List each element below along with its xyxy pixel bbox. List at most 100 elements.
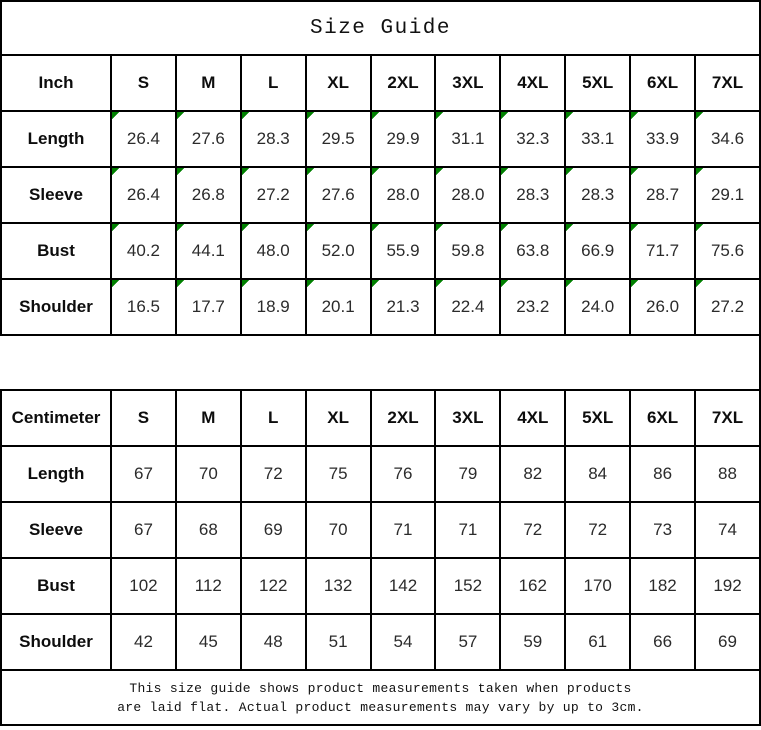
cell-flag-triangle-icon bbox=[112, 225, 119, 231]
cell-flag-triangle-icon bbox=[502, 225, 509, 231]
value-cell-text: 72 bbox=[588, 520, 608, 539]
row-label-cell-text: Sleeve bbox=[29, 520, 83, 539]
value-cell-text: 34.6 bbox=[710, 129, 745, 148]
size-header-cell: 6XL bbox=[629, 389, 697, 447]
value-cell: 27.2 bbox=[239, 166, 307, 224]
row-label-cell: Sleeve bbox=[0, 501, 112, 559]
row-label-cell-text: Sleeve bbox=[29, 185, 83, 204]
value-cell-text: 88 bbox=[718, 464, 737, 483]
value-cell-text: 122 bbox=[259, 576, 288, 595]
value-cell: 66.9 bbox=[564, 222, 632, 280]
page-title: Size Guide bbox=[0, 0, 761, 56]
value-cell: 27.2 bbox=[694, 278, 761, 336]
value-cell: 48 bbox=[239, 613, 307, 671]
value-cell: 69 bbox=[239, 501, 307, 559]
size-header-cell: XL bbox=[304, 389, 372, 447]
value-cell-text: 82 bbox=[523, 464, 543, 483]
value-cell-text: 152 bbox=[453, 576, 483, 595]
value-cell: 86 bbox=[629, 445, 697, 503]
value-cell: 79 bbox=[434, 445, 502, 503]
size-header-cell-text: 2XL bbox=[387, 73, 419, 92]
value-cell: 24.0 bbox=[564, 278, 632, 336]
cell-flag-triangle-icon bbox=[112, 113, 119, 119]
cell-flag-triangle-icon bbox=[177, 169, 184, 175]
cell-flag-triangle-icon bbox=[307, 169, 314, 175]
row-label-cell-text: Shoulder bbox=[19, 297, 93, 316]
value-cell-text: 162 bbox=[518, 576, 547, 595]
value-cell: 74 bbox=[694, 501, 761, 559]
value-cell: 17.7 bbox=[174, 278, 242, 336]
cell-flag-triangle-icon bbox=[307, 281, 314, 287]
cell-flag-triangle-icon bbox=[242, 113, 249, 119]
unit-header-cell: Centimeter bbox=[0, 389, 112, 447]
value-cell: 182 bbox=[629, 557, 697, 615]
size-header-cell-text: S bbox=[137, 408, 150, 427]
value-cell-text: 102 bbox=[129, 576, 158, 595]
value-cell: 72 bbox=[239, 445, 307, 503]
size-header-cell: 5XL bbox=[564, 389, 632, 447]
cell-flag-triangle-icon bbox=[437, 225, 444, 231]
value-cell: 72 bbox=[499, 501, 567, 559]
cell-flag-triangle-icon bbox=[632, 169, 639, 175]
value-cell: 71 bbox=[369, 501, 437, 559]
row-label-cell: Length bbox=[0, 445, 112, 503]
size-header-cell: XL bbox=[304, 54, 372, 112]
size-header-cell-text: 4XL bbox=[517, 73, 549, 92]
row-label-cell: Sleeve bbox=[0, 166, 112, 224]
cell-flag-triangle-icon bbox=[567, 169, 574, 175]
value-cell: 28.3 bbox=[564, 166, 632, 224]
value-cell-text: 70 bbox=[328, 520, 348, 539]
value-cell-text: 26.4 bbox=[126, 129, 160, 148]
value-cell-text: 86 bbox=[653, 464, 673, 483]
value-cell-text: 72 bbox=[263, 464, 283, 483]
cell-flag-triangle-icon bbox=[632, 281, 639, 287]
value-cell-text: 55.9 bbox=[386, 241, 420, 260]
value-cell-text: 28.3 bbox=[516, 185, 550, 204]
value-cell: 57 bbox=[434, 613, 502, 671]
value-cell: 71.7 bbox=[629, 222, 697, 280]
row-label-cell: Bust bbox=[0, 557, 112, 615]
value-cell-text: 71.7 bbox=[646, 241, 680, 260]
value-cell-text: 26.4 bbox=[126, 185, 160, 204]
measurement-row: Length 26.4 27.6 28.3 29.5 29.9 31.1 32.3 33.1 33… bbox=[0, 110, 761, 168]
size-header-row: Centimeter S M L XL 2XL 3XL 4XL 5XL 6XL 7XL bbox=[0, 389, 761, 447]
size-header-cell: M bbox=[174, 389, 242, 447]
value-cell-text: 27.2 bbox=[710, 297, 745, 316]
value-cell-text: 22.4 bbox=[451, 297, 485, 316]
value-cell-text: 71 bbox=[393, 520, 413, 539]
size-header-cell-text: XL bbox=[327, 408, 349, 427]
value-cell-text: 17.7 bbox=[191, 297, 225, 316]
inch-size-table: Inch S M L XL 2XL 3XL 4XL 5XL 6XL 7XL Length 26.4 27.… bbox=[0, 54, 761, 336]
value-cell: 28.0 bbox=[434, 166, 502, 224]
value-cell-text: 26.0 bbox=[646, 297, 680, 316]
value-cell: 54 bbox=[369, 613, 437, 671]
value-cell: 67 bbox=[110, 501, 177, 559]
size-header-cell: L bbox=[239, 389, 307, 447]
value-cell: 72 bbox=[564, 501, 632, 559]
cell-flag-triangle-icon bbox=[372, 281, 379, 287]
value-cell-text: 26.8 bbox=[191, 185, 225, 204]
value-cell: 192 bbox=[694, 557, 761, 615]
size-header-cell-text: 4XL bbox=[517, 408, 549, 427]
value-cell-text: 29.9 bbox=[386, 129, 420, 148]
value-cell: 28.3 bbox=[239, 110, 307, 168]
value-cell-text: 66.9 bbox=[581, 241, 615, 260]
value-cell-text: 16.5 bbox=[126, 297, 160, 316]
value-cell-text: 42 bbox=[133, 632, 153, 651]
value-cell-text: 32.3 bbox=[516, 129, 550, 148]
value-cell: 27.6 bbox=[304, 166, 372, 224]
value-cell: 33.1 bbox=[564, 110, 632, 168]
row-label-cell: Length bbox=[0, 110, 112, 168]
size-header-cell: 4XL bbox=[499, 54, 567, 112]
unit-header-cell-text: Inch bbox=[38, 73, 74, 92]
value-cell: 75 bbox=[304, 445, 372, 503]
value-cell-text: 67 bbox=[133, 464, 153, 483]
measurement-row: Sleeve 67 68 69 70 71 71 72 72 73 74 bbox=[0, 501, 761, 559]
cell-flag-triangle-icon bbox=[177, 113, 184, 119]
value-cell: 28.0 bbox=[369, 166, 437, 224]
value-cell: 71 bbox=[434, 501, 502, 559]
value-cell: 23.2 bbox=[499, 278, 567, 336]
value-cell-text: 74 bbox=[718, 520, 737, 539]
value-cell: 66 bbox=[629, 613, 697, 671]
value-cell-text: 28.3 bbox=[581, 185, 615, 204]
